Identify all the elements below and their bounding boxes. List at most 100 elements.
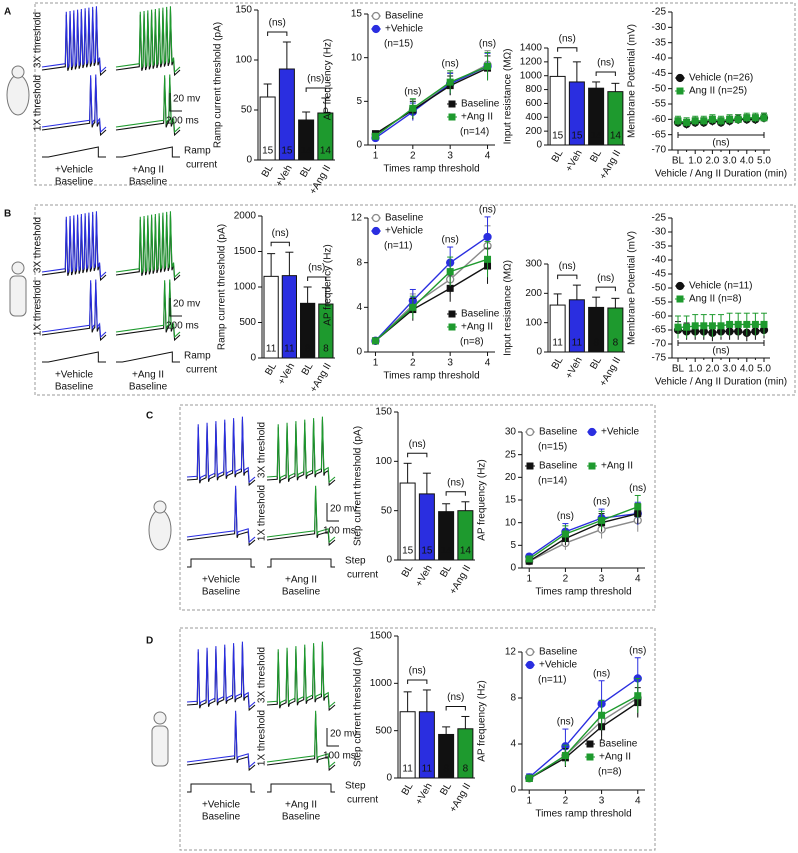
annotation: (n=15) xyxy=(384,39,413,50)
voltage-trace xyxy=(115,279,181,339)
legend-swatch xyxy=(448,323,456,331)
legend-label: +Ang II xyxy=(599,752,631,763)
y-tick-label: 0 xyxy=(246,155,252,166)
panel-letter: D xyxy=(146,636,153,647)
x-tick-label: 1.0 xyxy=(688,156,702,167)
y-tick-label: 200 xyxy=(525,126,542,137)
data-point xyxy=(700,117,708,125)
x-tick-label: BL xyxy=(260,163,276,179)
legend-swatch xyxy=(448,310,456,318)
panel-frame xyxy=(179,627,656,851)
scale-bar xyxy=(169,298,182,317)
voltage-trace xyxy=(115,74,181,134)
scale-label: 20 mv xyxy=(330,504,357,515)
y-tick-label: -55 xyxy=(652,297,667,308)
y-tick-label: 1500 xyxy=(234,246,257,257)
panel-letter: B xyxy=(4,209,11,220)
data-point xyxy=(674,323,682,331)
legend-swatch xyxy=(526,462,534,470)
x-axis-label: Times ramp threshold xyxy=(535,587,631,598)
x-tick-label: BL xyxy=(550,355,566,371)
legend-swatch xyxy=(586,740,594,748)
y-tick-label: 50 xyxy=(241,105,253,116)
comparison-label: (ns) xyxy=(712,138,729,149)
panel-frame xyxy=(34,2,796,186)
y-tick-label: 4 xyxy=(356,302,362,313)
data-point xyxy=(700,322,708,330)
condition-label: Baseline xyxy=(202,587,241,598)
scale-label: 20 mv xyxy=(173,299,200,310)
voltage-trace xyxy=(266,641,336,709)
comparison-label: (ns) xyxy=(559,33,576,44)
y-tick-label: 0 xyxy=(510,785,516,796)
x-tick-label: 4.0 xyxy=(740,364,754,375)
comparison-label: (ns) xyxy=(409,439,426,450)
y-tick-label: 0 xyxy=(536,140,542,151)
scale-bar xyxy=(169,93,182,112)
legend-label: Baseline xyxy=(461,309,500,320)
y-tick-label: 50 xyxy=(381,505,393,516)
scale-label: 20 mv xyxy=(330,729,357,740)
y-tick-label: 300 xyxy=(525,259,542,270)
comparison-bracket xyxy=(595,286,616,292)
data-point xyxy=(717,117,725,125)
stimulus-waveform xyxy=(267,783,335,793)
legend-swatch xyxy=(448,113,456,121)
stimulus-label: Ramp xyxy=(184,146,211,157)
condition-label: Baseline xyxy=(282,812,321,823)
y-tick-label: -50 xyxy=(652,83,667,94)
comparison-label: (ns) xyxy=(409,666,426,677)
bar-count: 11 xyxy=(572,338,583,349)
significance-label: (ns) xyxy=(629,483,646,494)
panel-letter: A xyxy=(4,7,11,18)
significance-label: (ns) xyxy=(404,86,421,97)
significance-label: (ns) xyxy=(479,38,496,49)
data-point xyxy=(717,322,725,330)
annotation: (n=11) xyxy=(384,241,412,252)
bar-count: 11 xyxy=(552,338,563,349)
data-point xyxy=(371,132,379,140)
condition-label: Baseline xyxy=(55,177,94,188)
condition-label: +Vehicle xyxy=(202,575,241,586)
legend-swatch xyxy=(676,87,684,95)
condition-label: Baseline xyxy=(202,812,241,823)
data-point xyxy=(634,692,642,700)
data-point xyxy=(446,284,454,292)
series-line xyxy=(528,512,638,558)
legend-swatch xyxy=(675,73,685,83)
bar-count: 14 xyxy=(610,131,622,142)
stimulus-waveform xyxy=(116,146,180,158)
bar-count: 8 xyxy=(305,344,311,355)
y-tick-label: 25 xyxy=(505,449,517,460)
x-axis-label: Times ramp threshold xyxy=(383,371,479,382)
series-line xyxy=(528,702,639,780)
y-tick-label: 12 xyxy=(505,647,517,658)
x-tick-label: 3.0 xyxy=(723,156,737,167)
data-point xyxy=(446,78,454,86)
legend-label: Baseline xyxy=(539,461,578,472)
data-point xyxy=(691,322,699,330)
x-tick-label: BL xyxy=(550,148,566,164)
legend-label: +Ang II xyxy=(461,112,493,123)
panel-frame xyxy=(179,404,656,611)
condition-label: +Ang II xyxy=(132,165,164,176)
x-tick-label: BL xyxy=(298,163,314,179)
series-line xyxy=(374,236,488,342)
comparison-label: (ns) xyxy=(559,261,576,272)
y-axis-label: Step current threshold (pA) xyxy=(353,426,364,546)
y-tick-label: 10 xyxy=(505,517,517,528)
voltage-trace xyxy=(115,6,181,74)
x-tick-label: 1 xyxy=(373,151,379,162)
x-tick-label: BL xyxy=(438,781,454,797)
x-tick-label: BL xyxy=(438,563,454,579)
voltage-trace xyxy=(266,416,336,484)
panel-letter: C xyxy=(146,411,153,422)
x-tick-label: BL xyxy=(400,563,416,579)
y-tick-label: 400 xyxy=(525,112,542,123)
condition-label: +Vehicle xyxy=(202,800,241,811)
annotation: (n=8) xyxy=(598,767,622,778)
legend-label: +Vehicle xyxy=(539,660,578,671)
x-tick-label: BL xyxy=(588,355,604,371)
y-tick-label: 0 xyxy=(510,563,516,574)
data-point xyxy=(751,114,759,122)
